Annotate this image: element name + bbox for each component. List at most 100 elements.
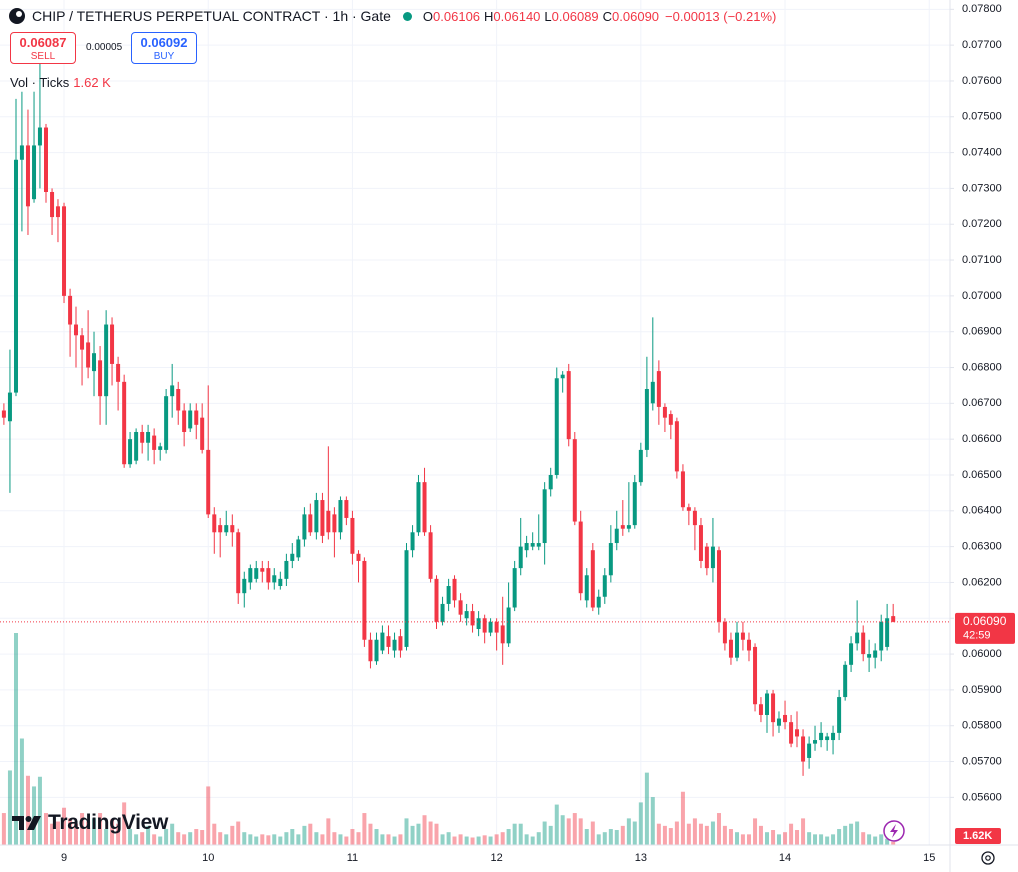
candle-body: [416, 482, 421, 533]
chart-title: CHIP / TETHERUS PERPETUAL CONTRACT · 1h …: [32, 8, 391, 24]
y-tick-label: 0.06700: [962, 397, 1002, 409]
buy-button[interactable]: 0.06092 BUY: [131, 32, 197, 64]
volume-bar: [128, 829, 133, 845]
candle-body: [182, 410, 187, 432]
volume-bar: [44, 813, 48, 845]
volume-bar: [698, 823, 703, 845]
candle-body: [380, 632, 385, 651]
volume-bar: [674, 821, 679, 845]
volume-bar: [73, 823, 78, 845]
volume-bar: [722, 825, 727, 845]
lightning-icon[interactable]: [883, 820, 905, 842]
candle-body: [855, 632, 860, 644]
volume-bar: [368, 823, 373, 845]
candle-body: [440, 603, 445, 622]
volume-bar: [326, 818, 331, 845]
volume-bar: [614, 830, 619, 845]
volume-bar: [332, 832, 337, 845]
candle-layer: [1, 63, 896, 776]
candle-body: [194, 410, 199, 425]
volume-axis-label: 1.62K: [963, 830, 992, 842]
volume-bar: [284, 832, 289, 845]
candle-body: [446, 586, 451, 604]
candle-body: [849, 643, 854, 665]
volume-bar: [428, 821, 433, 845]
candle-body: [668, 414, 673, 425]
candle-body: [837, 697, 842, 733]
candle-body: [590, 550, 595, 608]
candle-body: [825, 736, 830, 741]
volume-bar: [861, 832, 866, 845]
buy-label: BUY: [153, 51, 175, 62]
countdown: 42:59: [963, 630, 991, 642]
y-tick-label: 0.05900: [962, 684, 1002, 696]
volume-bar: [98, 813, 103, 845]
settings-icon[interactable]: [981, 851, 995, 865]
x-tick-label: 9: [61, 852, 67, 864]
volume-bar: [254, 836, 259, 845]
candle-body: [146, 431, 151, 443]
volume-bar: [771, 830, 776, 845]
candle-body: [32, 145, 37, 200]
volume-bar: [626, 818, 631, 845]
candle-body: [236, 532, 241, 594]
volume-bar: [218, 832, 223, 845]
volume-bar: [266, 835, 271, 845]
volume-bar: [572, 813, 577, 845]
candle-body: [242, 578, 247, 594]
candle-body: [560, 374, 565, 379]
volume-bar: [260, 834, 265, 845]
candle-body: [290, 553, 295, 561]
volume-bar: [789, 823, 794, 845]
candle-body: [44, 127, 48, 192]
volume-bar: [14, 633, 19, 845]
candle-body: [632, 482, 637, 526]
volume-bar: [753, 818, 758, 845]
candle-body: [548, 474, 553, 490]
candle-body: [524, 543, 529, 551]
volume-last: 1.62 K: [73, 75, 111, 90]
candle-body: [386, 636, 391, 647]
volume-bar: [314, 832, 319, 845]
candle-body: [512, 568, 517, 608]
header: CHIP / TETHERUS PERPETUAL CONTRACT · 1h …: [8, 6, 776, 26]
ohlc-key: C: [602, 8, 613, 24]
candle-body: [278, 578, 283, 587]
candle-body: [722, 621, 727, 644]
candle-body: [494, 621, 499, 633]
brand-logo[interactable]: TradingView: [12, 811, 168, 835]
candle-body: [584, 575, 589, 601]
ohlc-legend: O 0.06106 H 0.06140 L 0.06089 C 0.06090: [419, 9, 659, 24]
candle-body: [296, 539, 301, 558]
volume-bar: [578, 818, 583, 845]
volume-bar: [656, 823, 661, 845]
candle-body: [602, 575, 607, 597]
volume-bar: [7, 770, 12, 845]
candle-body: [170, 385, 175, 397]
y-tick-label: 0.07800: [962, 3, 1002, 15]
volume-bar: [320, 834, 325, 845]
sell-button[interactable]: 0.06087 SELL: [10, 32, 76, 64]
volume-bar: [182, 834, 187, 845]
candle-body: [500, 625, 505, 644]
change: −0.00013 (−0.21%): [665, 8, 777, 24]
volume-bar: [86, 821, 91, 845]
y-tick-label: 0.06500: [962, 469, 1002, 481]
volume-bar: [590, 821, 595, 845]
candle-body: [831, 732, 836, 741]
volume-bar: [404, 818, 409, 845]
symbol-logo: [9, 8, 25, 24]
candle-body: [374, 639, 379, 662]
candle-body: [218, 525, 223, 533]
candle-body: [73, 324, 78, 336]
volume-bar: [716, 813, 721, 845]
volume-bar: [37, 776, 42, 845]
volume-bar: [494, 834, 499, 845]
candle-body: [224, 525, 229, 533]
volume-bar: [92, 818, 97, 845]
ohlc-key: O: [422, 8, 434, 24]
candle-body: [638, 449, 643, 483]
volume-bar: [476, 836, 481, 845]
